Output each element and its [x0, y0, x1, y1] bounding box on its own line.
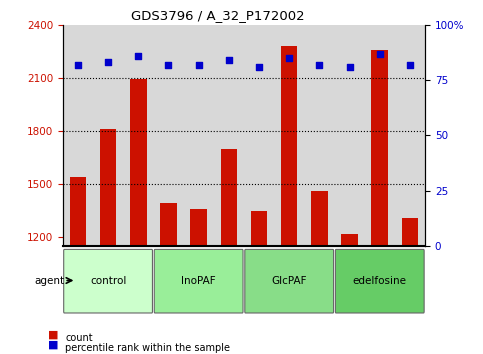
FancyBboxPatch shape: [64, 250, 153, 313]
Text: agent: agent: [34, 275, 64, 286]
FancyBboxPatch shape: [335, 250, 424, 313]
Bar: [402, 218, 418, 354]
Bar: [184, 25, 213, 246]
Point: [346, 64, 354, 70]
Bar: [281, 46, 298, 354]
FancyBboxPatch shape: [245, 250, 334, 313]
Text: edelfosine: edelfosine: [353, 275, 407, 286]
Bar: [251, 211, 267, 354]
Point: [104, 59, 112, 65]
Text: ■: ■: [48, 330, 59, 340]
Point: [74, 62, 82, 67]
Point: [134, 53, 142, 58]
Bar: [311, 191, 327, 354]
Point: [255, 64, 263, 70]
Point: [315, 62, 323, 67]
Point: [406, 62, 414, 67]
Bar: [304, 25, 334, 246]
Text: percentile rank within the sample: percentile rank within the sample: [65, 343, 230, 353]
Text: GDS3796 / A_32_P172002: GDS3796 / A_32_P172002: [130, 9, 304, 22]
Bar: [70, 177, 86, 354]
Bar: [190, 209, 207, 354]
Bar: [123, 25, 154, 246]
Point: [225, 57, 233, 63]
Text: GlcPAF: GlcPAF: [271, 275, 307, 286]
Bar: [154, 25, 184, 246]
Bar: [221, 149, 237, 354]
Text: count: count: [65, 333, 93, 343]
Bar: [63, 25, 93, 246]
Bar: [130, 79, 146, 354]
Bar: [341, 234, 358, 354]
Text: control: control: [90, 275, 126, 286]
FancyBboxPatch shape: [154, 250, 243, 313]
Point: [165, 62, 172, 67]
Point: [285, 55, 293, 61]
Bar: [274, 25, 304, 246]
Text: ■: ■: [48, 339, 59, 350]
Bar: [334, 25, 365, 246]
Bar: [160, 204, 177, 354]
Bar: [244, 25, 274, 246]
Bar: [365, 25, 395, 246]
Bar: [100, 129, 116, 354]
Bar: [213, 25, 244, 246]
Bar: [371, 50, 388, 354]
Point: [376, 51, 384, 56]
Point: [195, 62, 202, 67]
Text: InoPAF: InoPAF: [181, 275, 216, 286]
Bar: [395, 25, 425, 246]
Bar: [93, 25, 123, 246]
